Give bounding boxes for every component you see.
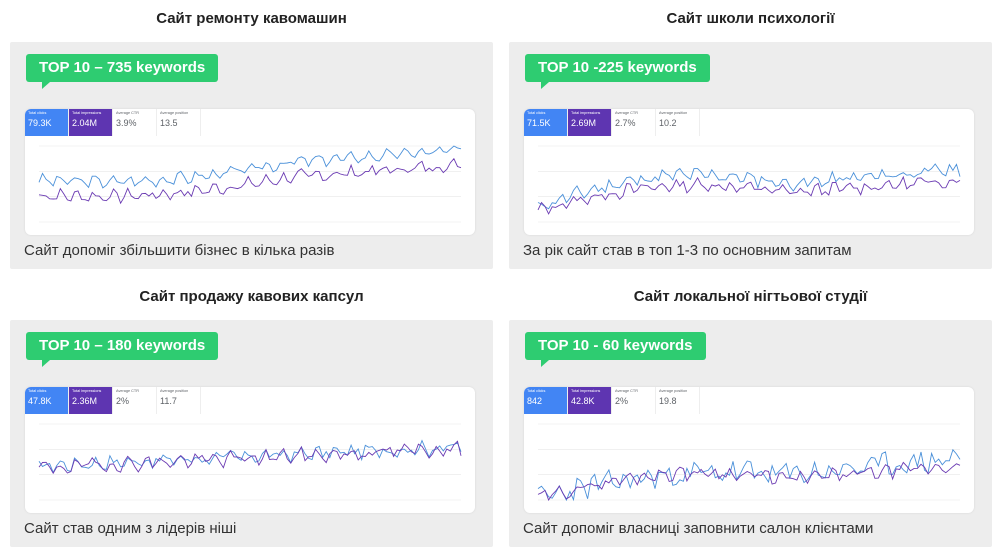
metric-label: Total clicks (28, 389, 47, 393)
performance-chart (38, 423, 462, 501)
metric-average-position: Average position 19.8 (656, 387, 700, 414)
metric-total-impressions: Total impressions 42.8K (568, 387, 612, 414)
metrics-row: Total clicks 71.5K Total impressions 2.69M… (524, 109, 700, 136)
performance-chart (537, 423, 961, 502)
performance-chart (537, 145, 961, 223)
impressions-series-line (38, 440, 462, 475)
case-panel: TOP 10 - 60 keywords Total clicks 842 Tot… (509, 320, 992, 547)
metric-value: 47.8K (28, 396, 52, 406)
metric-label: Total clicks (28, 111, 47, 115)
case-title: Сайт локальної нігтьової студії (633, 288, 868, 305)
search-console-card: Total clicks 47.8K Total impressions 2.36M… (25, 387, 475, 513)
metric-value: 2.36M (72, 396, 98, 406)
keywords-badge: TOP 10 – 180 keywords (26, 332, 219, 367)
metric-total-clicks: Total clicks 71.5K (524, 109, 568, 136)
search-console-card: Total clicks 842 Total impressions 42.8K A… (524, 387, 974, 513)
metric-value: 2% (116, 396, 130, 406)
metric-total-clicks: Total clicks 842 (524, 387, 568, 414)
impressions-series-line (38, 157, 462, 205)
case-psychology-school: Сайт школи психології TOP 10 -225 keywor… (509, 0, 992, 276)
case-caption: Сайт став одним з лідерів ніші (24, 520, 237, 537)
case-caption: Сайт допоміг власниці заповнити салон кл… (523, 520, 874, 537)
impressions-series-line (537, 461, 961, 501)
metric-label: Total impressions (571, 111, 601, 115)
metric-average-position: Average position 13.5 (157, 109, 201, 136)
metric-total-impressions: Total impressions 2.69M (568, 109, 612, 136)
metric-label: Average CTR (116, 389, 139, 393)
impressions-series-line (537, 175, 961, 215)
metric-label: Total clicks (527, 389, 546, 393)
search-console-card: Total clicks 79.3K Total impressions 2.04M… (25, 109, 475, 235)
metric-average-position: Average position 10.2 (656, 109, 700, 136)
metric-value: 2.04M (72, 118, 98, 128)
metric-label: Average CTR (615, 111, 638, 115)
metric-label: Average position (160, 389, 189, 393)
metric-value: 2.69M (571, 118, 597, 128)
keywords-badge: TOP 10 – 735 keywords (26, 54, 219, 89)
metric-average-ctr: Average CTR 3.9% (113, 109, 157, 136)
metric-value: 2% (615, 396, 629, 406)
metric-label: Total clicks (527, 111, 546, 115)
case-title: Сайт ремонту кавомашин (156, 10, 347, 27)
search-console-card: Total clicks 71.5K Total impressions 2.69M… (524, 109, 974, 235)
metric-value: 11.7 (160, 396, 177, 406)
clicks-series-line (537, 163, 961, 210)
performance-chart (38, 145, 462, 223)
case-panel: TOP 10 – 180 keywords Total clicks 47.8K … (10, 320, 493, 547)
metric-value: 71.5K (527, 118, 551, 128)
metric-label: Average CTR (116, 111, 139, 115)
case-caption: Сайт допоміг збільшити бізнес в кілька р… (24, 242, 335, 259)
metric-value: 13.5 (160, 118, 178, 128)
case-title: Сайт школи психології (666, 10, 835, 27)
metric-label: Average position (160, 111, 189, 115)
metrics-row: Total clicks 842 Total impressions 42.8K A… (524, 387, 700, 414)
metrics-row: Total clicks 79.3K Total impressions 2.04M… (25, 109, 201, 136)
metric-value: 2.7% (615, 118, 636, 128)
case-panel: TOP 10 – 735 keywords Total clicks 79.3K … (10, 42, 493, 269)
metric-average-position: Average position 11.7 (157, 387, 201, 414)
metric-average-ctr: Average CTR 2.7% (612, 109, 656, 136)
case-coffee-capsules: Сайт продажу кавових капсул TOP 10 – 180… (10, 278, 493, 554)
clicks-series-line (537, 448, 961, 502)
metric-total-impressions: Total impressions 2.04M (69, 109, 113, 136)
metric-total-clicks: Total clicks 79.3K (25, 109, 69, 136)
case-coffee-repair: Сайт ремонту кавомашин TOP 10 – 735 keyw… (10, 0, 493, 276)
clicks-series-line (38, 145, 462, 189)
metric-average-ctr: Average CTR 2% (612, 387, 656, 414)
case-nail-studio: Сайт локальної нігтьової студії TOP 10 -… (509, 278, 992, 554)
keywords-badge: TOP 10 - 60 keywords (525, 332, 706, 367)
metric-label: Total impressions (72, 389, 102, 393)
metric-value: 42.8K (571, 396, 595, 406)
metric-label: Average position (659, 389, 688, 393)
metric-value: 10.2 (659, 118, 677, 128)
case-panel: TOP 10 -225 keywords Total clicks 71.5K T… (509, 42, 992, 269)
case-title: Сайт продажу кавових капсул (139, 288, 364, 305)
case-caption: За рік сайт став в топ 1-3 по основним з… (523, 242, 852, 259)
metric-total-clicks: Total clicks 47.8K (25, 387, 69, 414)
clicks-series-line (38, 439, 462, 474)
metric-value: 842 (527, 396, 543, 406)
metric-label: Total impressions (571, 389, 601, 393)
metric-label: Average position (659, 111, 688, 115)
metric-value: 79.3K (28, 118, 52, 128)
metric-value: 19.8 (659, 396, 677, 406)
metrics-row: Total clicks 47.8K Total impressions 2.36M… (25, 387, 201, 414)
metric-label: Total impressions (72, 111, 102, 115)
keywords-badge: TOP 10 -225 keywords (525, 54, 710, 89)
metric-total-impressions: Total impressions 2.36M (69, 387, 113, 414)
metric-value: 3.9% (116, 118, 137, 128)
metric-label: Average CTR (615, 389, 638, 393)
metric-average-ctr: Average CTR 2% (113, 387, 157, 414)
